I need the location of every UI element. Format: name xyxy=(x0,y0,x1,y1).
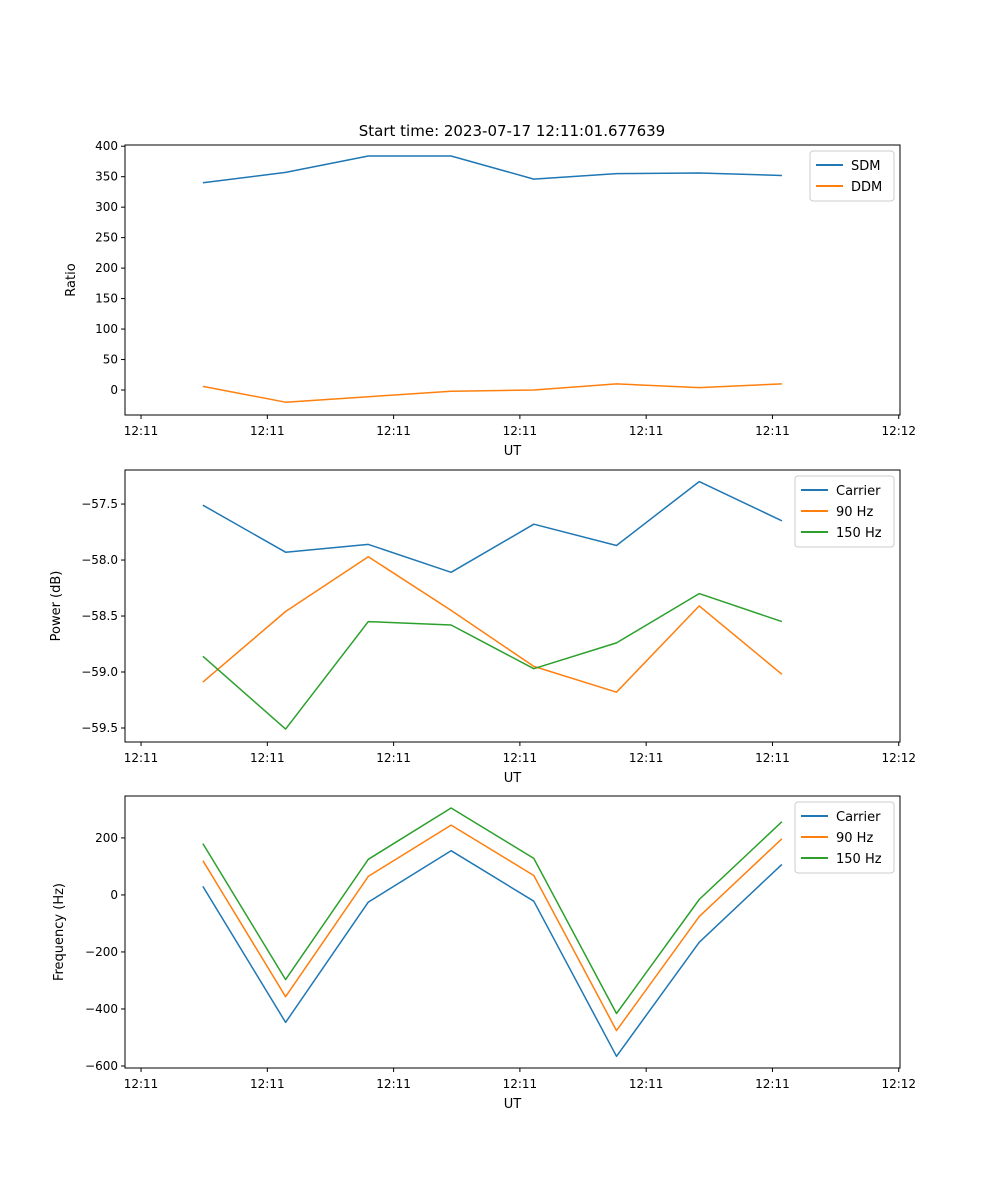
legend-label: 150 Hz xyxy=(836,852,882,867)
y-tick-label: −400 xyxy=(85,1002,118,1016)
series-line-90-hz xyxy=(202,824,783,1032)
axes-frame xyxy=(124,469,901,743)
y-tick-label: −58.5 xyxy=(81,609,118,623)
x-tick-label: 12:11 xyxy=(124,424,159,438)
series-line-carrier xyxy=(202,480,783,574)
legend-box xyxy=(794,475,895,548)
legend: Carrier 90 Hz 150 Hz xyxy=(794,475,895,548)
legend: Carrier 90 Hz 150 Hz xyxy=(794,801,895,874)
y-tick-label: −600 xyxy=(85,1059,118,1073)
y-tick-label: 250 xyxy=(95,231,118,245)
subplot-3: 12:11 12:11 12:11 12:11 12:11 12:11 12:12 −600 −… xyxy=(52,795,916,1112)
x-tick-label: 12:12 xyxy=(881,1077,916,1091)
x-tick-label: 12:11 xyxy=(629,751,664,765)
x-axis-label: UT xyxy=(504,444,522,459)
chart-title: Start time: 2023-07-17 12:11:01.677639 xyxy=(359,122,665,140)
subplot-1: 12:11 12:11 12:11 12:11 12:11 12:11 12:12 0 50 10… xyxy=(64,139,916,459)
axes-frame xyxy=(124,795,901,1069)
series-line-ddm xyxy=(202,383,782,403)
y-tick-label: 0 xyxy=(110,888,118,902)
legend-box xyxy=(794,801,895,874)
x-tick-label: 12:11 xyxy=(124,1077,159,1091)
series-line-150-hz xyxy=(202,592,783,730)
x-tick-label: 12:11 xyxy=(124,751,159,765)
x-tick-label: 12:11 xyxy=(629,424,664,438)
x-tick-label: 12:11 xyxy=(755,424,790,438)
y-tick-label: −200 xyxy=(85,945,118,959)
y-tick-label: 150 xyxy=(95,292,118,306)
y-tick-label: −58.0 xyxy=(81,553,118,567)
y-tick-label: 400 xyxy=(95,139,118,153)
y-tick-label: −59.5 xyxy=(81,721,118,735)
x-tick-label: 12:11 xyxy=(755,751,790,765)
y-tick-label: 350 xyxy=(95,170,118,184)
y-tick-label: 50 xyxy=(103,353,118,367)
series-line-carrier xyxy=(202,849,783,1058)
legend-label: 150 Hz xyxy=(836,526,882,541)
x-tick-label: 12:12 xyxy=(881,424,916,438)
legend-box xyxy=(809,150,895,202)
legend: SDM DDM xyxy=(809,150,895,202)
x-tick-label: 12:11 xyxy=(376,751,411,765)
y-tick-label: 100 xyxy=(95,322,118,336)
legend-label: 90 Hz xyxy=(836,831,873,846)
x-tick-label: 12:11 xyxy=(250,424,285,438)
x-tick-label: 12:11 xyxy=(629,1077,664,1091)
y-tick-label: −57.5 xyxy=(81,497,118,511)
x-tick-label: 12:11 xyxy=(503,424,538,438)
x-tick-label: 12:12 xyxy=(881,751,916,765)
x-tick-label: 12:11 xyxy=(503,751,538,765)
x-tick-label: 12:11 xyxy=(755,1077,790,1091)
y-tick-label: −59.0 xyxy=(81,665,118,679)
y-axis-label: Ratio xyxy=(64,263,79,296)
subplot-2: 12:11 12:11 12:11 12:11 12:11 12:11 12:12 −59.5… xyxy=(49,469,916,786)
x-tick-label: 12:11 xyxy=(250,1077,285,1091)
y-tick-label: 200 xyxy=(95,261,118,275)
series-line-150-hz xyxy=(202,807,783,1015)
x-tick-label: 12:11 xyxy=(250,751,285,765)
x-axis-label: UT xyxy=(504,1097,522,1112)
series-line-sdm xyxy=(202,155,782,184)
x-tick-label: 12:11 xyxy=(376,1077,411,1091)
y-tick-label: 300 xyxy=(95,200,118,214)
axes-frame xyxy=(124,144,901,416)
legend-label: SDM xyxy=(851,159,880,174)
series-line-90-hz xyxy=(202,555,783,693)
x-axis-label: UT xyxy=(504,771,522,786)
legend-label: DDM xyxy=(851,180,882,195)
legend-label: Carrier xyxy=(836,484,881,499)
legend-label: Carrier xyxy=(836,810,881,825)
legend-label: 90 Hz xyxy=(836,505,873,520)
y-tick-label: 0 xyxy=(110,383,118,397)
y-axis-label: Power (dB) xyxy=(49,571,64,642)
y-tick-label: 200 xyxy=(95,831,118,845)
x-tick-label: 12:11 xyxy=(376,424,411,438)
y-axis-label: Frequency (Hz) xyxy=(52,883,67,981)
x-tick-label: 12:11 xyxy=(503,1077,538,1091)
